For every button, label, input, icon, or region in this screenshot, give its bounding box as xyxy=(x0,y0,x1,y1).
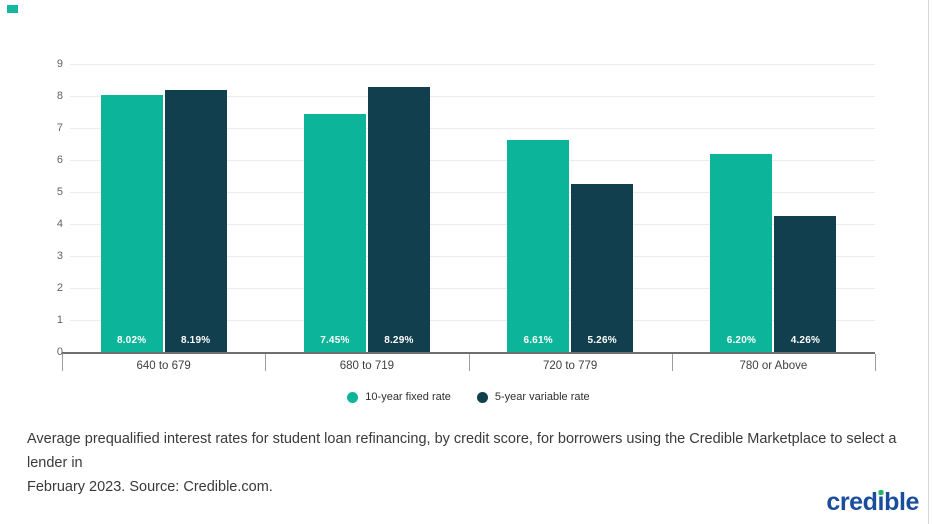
gridline-y-1 xyxy=(70,320,875,321)
legend-swatch-icon xyxy=(476,391,488,403)
bar-5-year-variable-rate-680-to-719: 8.29% xyxy=(367,86,430,352)
logo-text-part: ble xyxy=(884,488,919,516)
chart-legend: 10-year fixed rate 5-year variable rate xyxy=(62,388,875,406)
bar-10-year-fixed-rate-720-to-779: 6.61% xyxy=(507,140,570,352)
x-axis-category-label: 640 to 679 xyxy=(136,360,191,372)
bar-10-year-fixed-rate-640-to-679: 8.02% xyxy=(100,95,163,352)
x-axis-tick xyxy=(265,354,267,371)
y-axis-tick-label: 7 xyxy=(56,121,63,134)
bar-10-year-fixed-rate-780-or-Above: 6.20% xyxy=(710,153,773,352)
x-axis-tick xyxy=(671,354,673,371)
y-axis-tick-label: 5 xyxy=(56,185,63,198)
y-axis-tick-label: 8 xyxy=(56,89,63,102)
legend-swatch-icon xyxy=(347,391,359,403)
bar-value-label: 7.45% xyxy=(320,334,350,346)
bar-value-label: 8.29% xyxy=(384,334,414,346)
credible-logo: credı ble xyxy=(826,489,919,515)
logo-letter-i: ı xyxy=(877,488,885,516)
bar-value-label: 5.26% xyxy=(587,334,617,346)
bar-5-year-variable-rate-640-to-679: 8.19% xyxy=(164,89,227,352)
bar-value-label: 4.26% xyxy=(790,334,821,346)
bar-10-year-fixed-rate-680-to-719: 7.45% xyxy=(303,113,366,352)
legend-label: 5-year variable rate xyxy=(494,391,590,403)
legend-label: 10-year fixed rate xyxy=(365,391,451,403)
y-axis-tick-label: 1 xyxy=(56,313,63,326)
gridline-y-9 xyxy=(70,64,875,65)
logo-green-dot-icon xyxy=(878,490,884,495)
chart-caption: Average prequalified interest rates for … xyxy=(27,427,922,499)
gridline-y-2 xyxy=(70,288,875,289)
x-axis-tick xyxy=(62,354,63,371)
y-axis-tick-label: 3 xyxy=(56,249,63,262)
caption-line-1: Average prequalified interest rates for … xyxy=(27,431,897,471)
y-axis-tick-label: 0 xyxy=(56,345,63,358)
x-axis-category-label: 720 to 779 xyxy=(542,360,598,372)
y-axis-tick-label: 4 xyxy=(56,217,63,230)
bar-5-year-variable-rate-780-or-Above: 4.26% xyxy=(774,215,837,352)
page-right-border xyxy=(928,0,929,524)
gridline-y-6 xyxy=(70,160,875,161)
gridline-y-4 xyxy=(70,224,875,225)
y-axis-tick-label: 2 xyxy=(56,281,63,294)
y-axis-tick-label: 6 xyxy=(56,153,63,166)
x-axis-category-label: 780 or Above xyxy=(739,360,808,372)
logo-text-part: cred xyxy=(826,488,878,516)
bar-value-label: 8.19% xyxy=(180,334,211,346)
x-axis-category-label: 680 to 719 xyxy=(339,360,395,372)
gridline-y-8 xyxy=(70,96,875,97)
x-axis-tick xyxy=(468,354,470,371)
legend-item-5-year-variable-rate: 5-year variable rate xyxy=(476,391,590,403)
bar-value-label: 6.61% xyxy=(523,334,553,346)
corner-mark xyxy=(7,5,18,13)
bar-value-label: 8.02% xyxy=(116,334,147,346)
y-axis-tick-label: 9 xyxy=(56,57,63,70)
gridline-y-3 xyxy=(70,256,875,257)
legend-item-10-year-fixed-rate: 10-year fixed rate xyxy=(347,391,451,403)
gridline-y-7 xyxy=(70,128,875,129)
x-axis-line xyxy=(62,352,875,354)
x-axis-tick xyxy=(875,354,876,371)
caption-line-2: February 2023. Source: Credible.com. xyxy=(27,479,273,495)
bar-value-label: 6.20% xyxy=(726,334,757,346)
bar-5-year-variable-rate-720-to-779: 5.26% xyxy=(571,183,634,352)
gridline-y-5 xyxy=(70,192,875,193)
